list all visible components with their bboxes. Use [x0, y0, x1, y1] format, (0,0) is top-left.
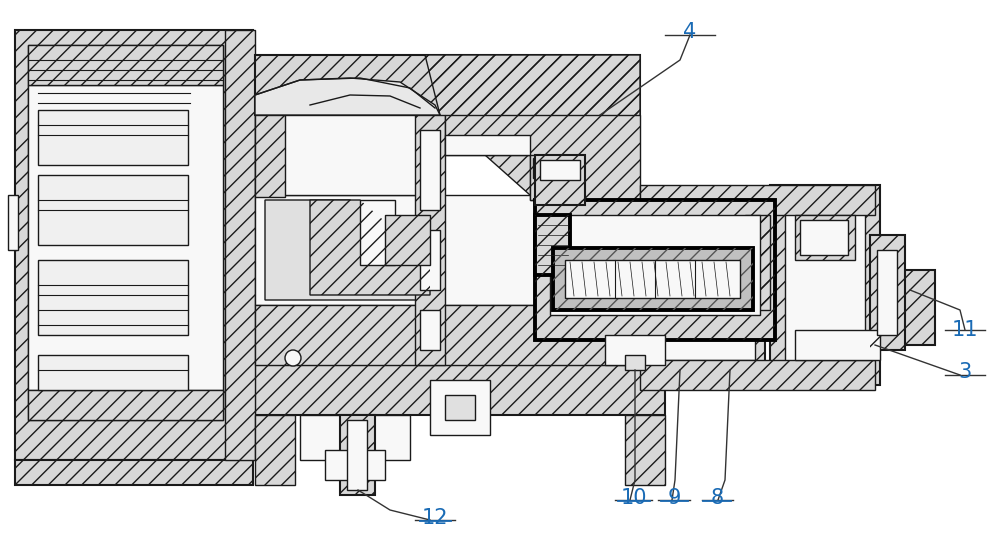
Bar [255, 365, 665, 415]
Bar [255, 305, 665, 365]
Bar [340, 415, 375, 495]
Bar [745, 215, 770, 310]
Bar [635, 195, 765, 370]
Bar [565, 260, 740, 298]
Bar [385, 215, 430, 265]
Bar [625, 415, 665, 485]
Bar [255, 415, 295, 485]
Bar [533, 158, 573, 178]
Bar [625, 415, 665, 485]
Bar [255, 115, 285, 197]
Bar [28, 45, 223, 420]
Polygon shape [445, 115, 640, 200]
Bar [28, 390, 223, 420]
Bar [385, 215, 430, 265]
Polygon shape [425, 55, 640, 195]
Bar [347, 420, 367, 490]
Bar [445, 395, 475, 420]
Text: 4: 4 [683, 22, 697, 42]
Bar [640, 360, 875, 390]
Bar [540, 160, 580, 180]
Bar [870, 235, 905, 350]
Bar [15, 460, 253, 485]
Bar [38, 355, 188, 390]
Bar [300, 415, 410, 460]
Bar [535, 200, 775, 340]
Bar [535, 155, 585, 205]
Polygon shape [255, 78, 440, 115]
Bar [553, 248, 753, 310]
Text: 12: 12 [422, 508, 448, 528]
Bar [255, 55, 640, 115]
Bar [38, 175, 188, 245]
Bar [420, 130, 440, 210]
Bar [255, 115, 285, 197]
Bar [255, 195, 665, 305]
Bar [445, 135, 530, 155]
Bar [535, 200, 775, 340]
Bar [225, 30, 255, 460]
Bar [255, 415, 295, 485]
Text: 10: 10 [621, 488, 647, 508]
Bar [640, 185, 875, 215]
Bar [640, 185, 875, 215]
Bar [530, 155, 580, 200]
Bar [877, 250, 897, 335]
Bar [255, 115, 430, 195]
Bar [28, 45, 223, 85]
Bar [15, 30, 253, 460]
Bar [553, 248, 753, 310]
Bar [225, 30, 255, 460]
Bar [255, 305, 665, 365]
Bar [15, 460, 253, 485]
Circle shape [285, 350, 301, 366]
Bar [340, 415, 375, 495]
Bar [535, 155, 585, 205]
Bar [360, 200, 395, 265]
Bar [800, 220, 848, 255]
Bar [625, 355, 645, 370]
Bar [770, 185, 880, 385]
Text: 9: 9 [667, 488, 681, 508]
Polygon shape [310, 200, 430, 295]
Bar [430, 380, 490, 435]
Bar [535, 215, 570, 275]
Bar [645, 205, 755, 360]
Bar [415, 115, 445, 365]
Bar [530, 155, 580, 200]
Text: 3: 3 [958, 362, 972, 382]
Bar [795, 215, 855, 260]
Bar [870, 235, 905, 350]
Bar [415, 115, 445, 365]
Bar [640, 360, 875, 390]
Bar [38, 260, 188, 335]
Bar [28, 390, 223, 420]
Bar [28, 85, 223, 390]
Bar [420, 230, 440, 290]
Bar [770, 185, 880, 385]
Bar [785, 200, 865, 370]
Bar [28, 45, 223, 85]
Text: 8: 8 [710, 488, 724, 508]
Bar [635, 195, 765, 370]
Bar [795, 215, 855, 260]
Bar [535, 215, 570, 275]
Bar [900, 270, 935, 345]
Bar [8, 195, 18, 250]
Bar [255, 365, 665, 415]
Polygon shape [265, 200, 430, 300]
Text: 11: 11 [952, 320, 978, 340]
Bar [795, 330, 880, 360]
Bar [15, 30, 253, 460]
Bar [255, 55, 640, 115]
Bar [745, 215, 770, 310]
Bar [605, 335, 665, 365]
Bar [325, 450, 385, 480]
Bar [38, 110, 188, 165]
Bar [900, 270, 935, 345]
Bar [420, 310, 440, 350]
Bar [550, 215, 760, 315]
